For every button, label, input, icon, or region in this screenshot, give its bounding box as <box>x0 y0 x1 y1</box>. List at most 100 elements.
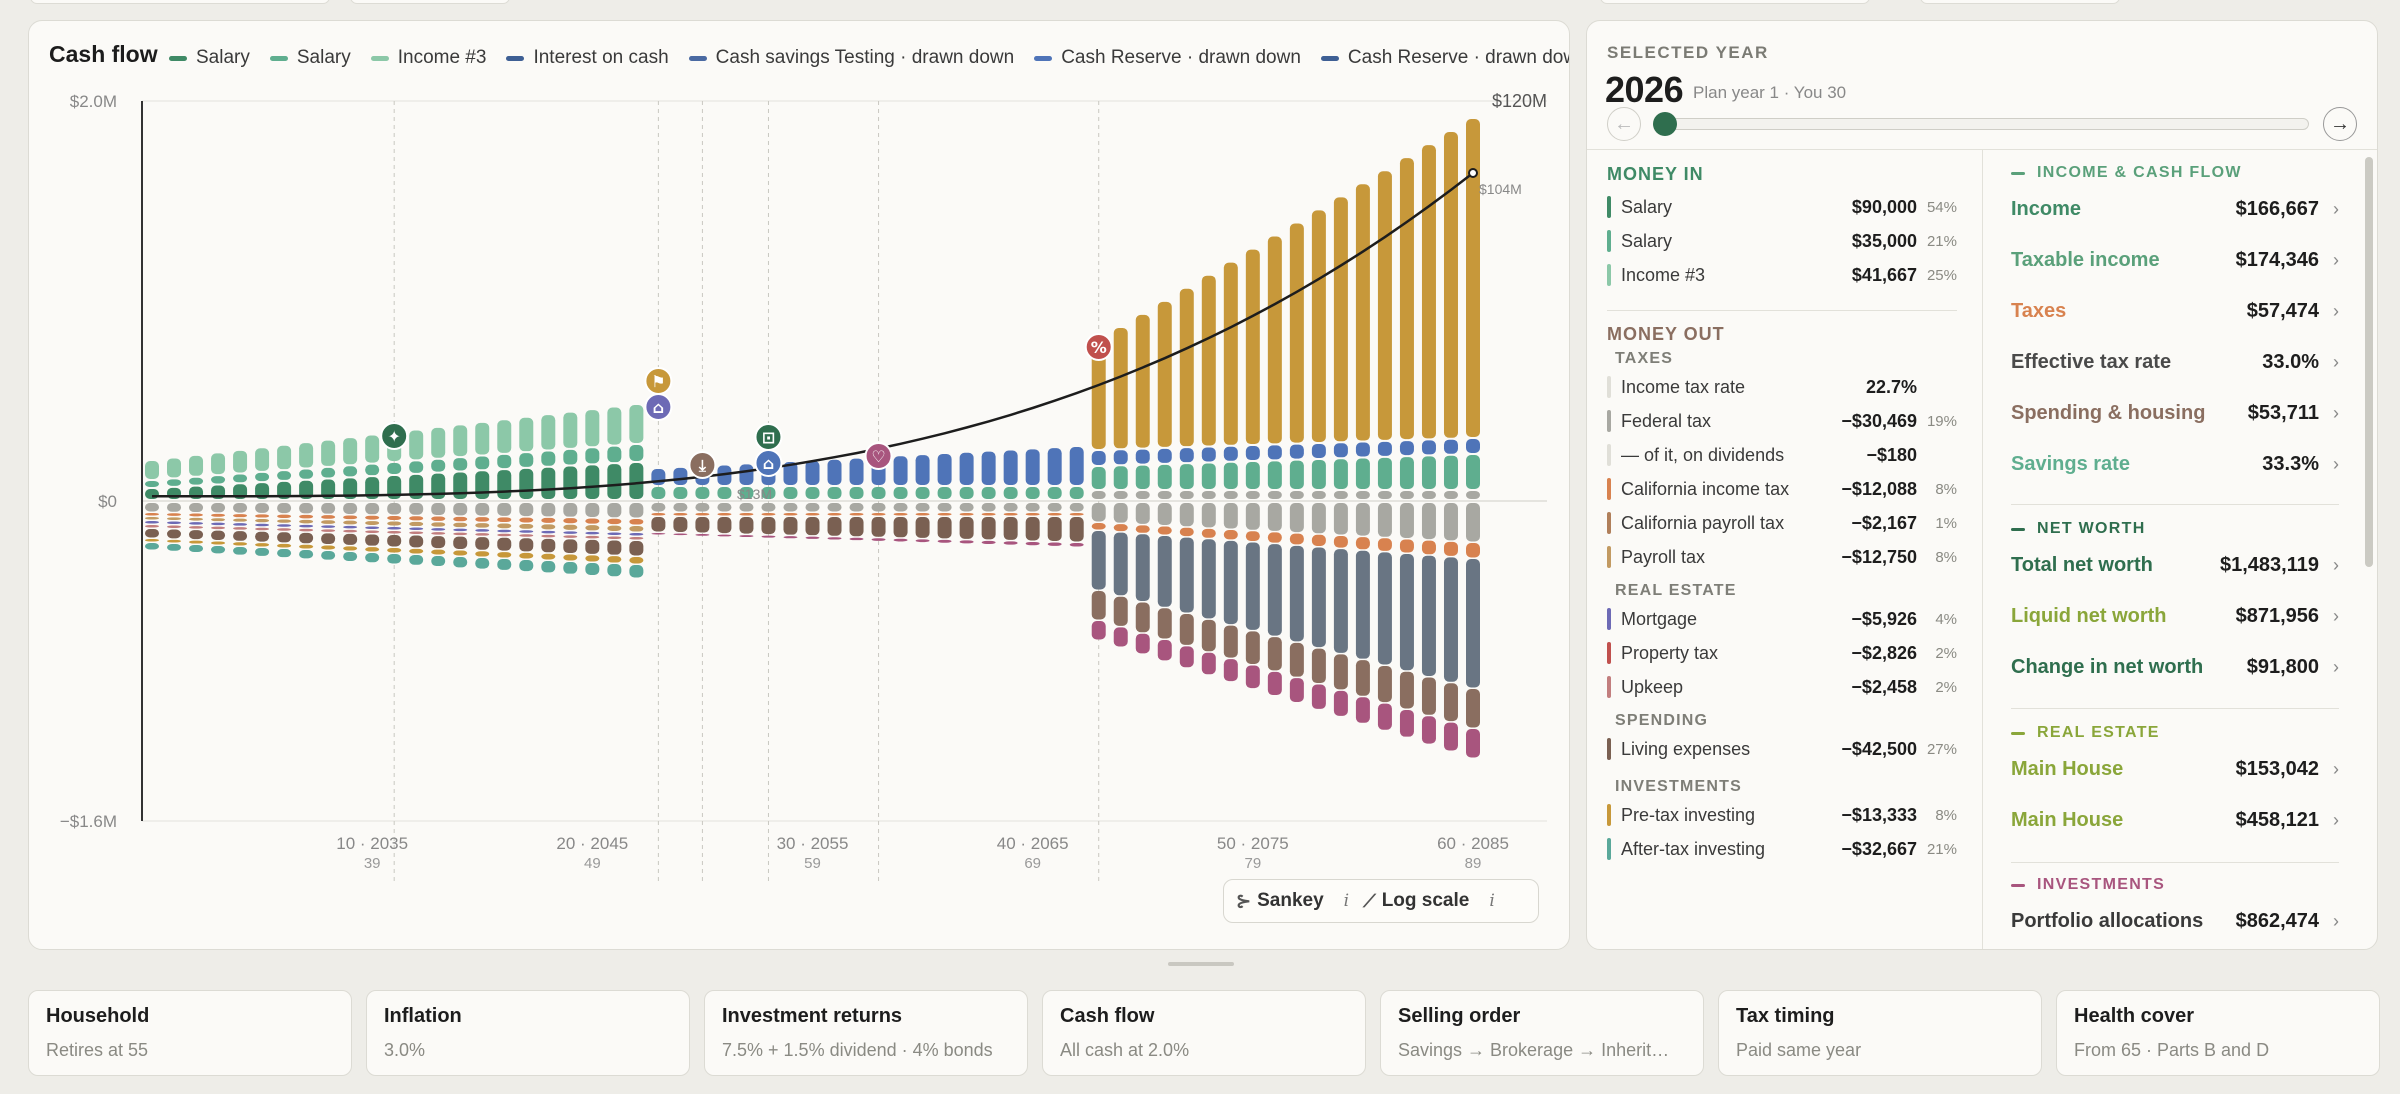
divider <box>2011 862 2339 863</box>
settings-card[interactable]: Selling order Savings → Brokerage → Inher… <box>1380 990 1704 1076</box>
bar-outflow <box>1201 503 1216 528</box>
log-scale-info-icon[interactable]: i <box>1489 891 1495 911</box>
bar-withdrawal <box>761 487 776 499</box>
summary-value: $174,346 <box>2235 248 2319 271</box>
legend-item[interactable]: Income #3 <box>370 47 486 69</box>
summary-row[interactable]: Portfolio allocations $862,474 › <box>2011 906 2339 936</box>
summary-row[interactable]: Spending & housing $53,711 › <box>2011 398 2339 428</box>
flow-row[interactable]: California payroll tax −$2,167 1% <box>1607 510 1957 536</box>
bar-income-3 <box>277 445 292 470</box>
legend-item[interactable]: Interest on cash <box>506 47 669 69</box>
cash-flow-chart[interactable]: $2.0M $0 −$1.6M $120M 10 · 2035 39 20 · 2045 49… <box>29 21 1570 950</box>
year-slider-thumb[interactable] <box>1653 112 1677 136</box>
bar-outflow <box>563 518 578 524</box>
log-scale-toggle[interactable]: ⟋ Log scale <box>1363 890 1469 912</box>
bar-outflow <box>387 535 402 547</box>
bar-outflow <box>1025 503 1040 512</box>
settings-card[interactable]: Tax timing Paid same year <box>1718 990 2042 1076</box>
bar-outflow <box>563 503 578 517</box>
bar-outflow <box>453 503 468 516</box>
legend-item[interactable]: Cash savings Testing · drawn down <box>688 47 1014 69</box>
flow-row[interactable]: Income #3 $41,667 25% <box>1607 262 1957 288</box>
section-heading: REAL ESTATE <box>1615 582 1737 599</box>
flow-row[interactable]: Federal tax −$30,469 19% <box>1607 408 1957 434</box>
bar-outflow <box>1003 513 1018 516</box>
bar-outflow <box>1179 537 1194 613</box>
settings-card[interactable]: Household Retires at 55 <box>28 990 352 1076</box>
house-icon[interactable]: ⌂ <box>754 449 783 477</box>
settings-card[interactable]: Cash flow All cash at 2.0% <box>1042 990 1366 1076</box>
flow-row[interactable]: Mortgage −$5,926 4% <box>1607 606 1957 632</box>
bar-outflow <box>629 537 644 540</box>
bar-outflow <box>629 519 644 525</box>
bar-gray <box>1245 491 1260 499</box>
legend-item[interactable]: Salary <box>269 47 351 69</box>
summary-row[interactable]: Total net worth $1,483,119 › <box>2011 550 2339 580</box>
bar-outflow <box>937 513 952 516</box>
percent-icon[interactable]: % <box>1084 333 1113 361</box>
prev-year-button[interactable]: ← <box>1607 107 1641 141</box>
bar-withdrawal <box>1421 456 1436 489</box>
summary-row[interactable]: Savings rate 33.3% › <box>2011 449 2339 479</box>
summary-row[interactable]: Income $166,667 › <box>2011 194 2339 224</box>
flow-row[interactable]: California income tax −$12,088 8% <box>1607 476 1957 502</box>
x-tick-label: 30 · 2055 <box>777 834 849 853</box>
sankey-info-icon[interactable]: i <box>1343 891 1350 911</box>
settings-card[interactable]: Inflation 3.0% <box>366 990 690 1076</box>
bar-salary <box>321 479 336 499</box>
summary-row[interactable]: Taxable income $174,346 › <box>2011 245 2339 275</box>
unlock-icon[interactable]: ⊡ <box>754 423 783 451</box>
flow-row[interactable]: Living expenses −$42,500 27% <box>1607 736 1957 762</box>
summary-row[interactable]: Liquid net worth $871,956 › <box>2011 601 2339 631</box>
selected-year: 2026 <box>1605 69 1684 110</box>
bar-outflow <box>321 545 336 550</box>
legend-item[interactable]: Salary <box>169 47 250 69</box>
flow-row[interactable]: Salary $35,000 21% <box>1607 228 1957 254</box>
flow-row[interactable]: Property tax −$2,826 2% <box>1607 640 1957 666</box>
bar-outflow <box>409 503 424 515</box>
flow-row[interactable]: After-tax investing −$32,667 21% <box>1607 836 1957 862</box>
summary-row[interactable]: Change in net worth $91,800 › <box>2011 652 2339 682</box>
download-icon[interactable]: ⤓ <box>688 451 717 479</box>
star-icon[interactable]: ✦ <box>380 422 409 450</box>
row-label: Payroll tax <box>1621 546 1706 567</box>
heart-icon[interactable]: ♡ <box>864 442 893 470</box>
sankey-toggle[interactable]: ⊱ Sankey <box>1236 890 1324 912</box>
summary-scrollbar[interactable] <box>2365 157 2373 567</box>
summary-row[interactable]: Effective tax rate 33.0% › <box>2011 347 2339 377</box>
flag-icon[interactable]: ⚑ <box>644 367 673 395</box>
bar-outflow <box>277 519 292 523</box>
flow-row[interactable]: Salary $90,000 54% <box>1607 194 1957 220</box>
resize-handle[interactable] <box>1168 962 1234 966</box>
flow-row[interactable]: Upkeep −$2,458 2% <box>1607 674 1957 700</box>
x-tick-age: 39 <box>364 855 381 872</box>
legend-item[interactable]: Cash Reserve · drawn down <box>1320 47 1569 69</box>
bar-outflow <box>255 514 270 518</box>
bar-outflow <box>145 525 159 528</box>
bar-outflow <box>1069 503 1084 512</box>
flow-row[interactable]: — of it, on dividends −$180 <box>1607 442 1957 468</box>
flow-row[interactable]: Payroll tax −$12,750 8% <box>1607 544 1957 570</box>
bar-cash-reserve <box>1113 450 1128 465</box>
settings-card[interactable]: Health cover From 65 · Parts B and D <box>2056 990 2380 1076</box>
row-label: Upkeep <box>1621 676 1684 697</box>
flow-row[interactable]: Pre-tax investing −$13,333 8% <box>1607 802 1957 828</box>
bar-outflow <box>585 555 600 562</box>
next-year-button[interactable]: → <box>2323 107 2357 141</box>
summary-row[interactable]: Main House $458,121 › <box>2011 805 2339 835</box>
chevron-right-icon: › <box>2333 402 2339 423</box>
house-icon[interactable]: ⌂ <box>644 393 673 421</box>
bar-outflow <box>277 503 292 514</box>
year-slider-track[interactable] <box>1663 118 2309 130</box>
legend-item[interactable]: Cash Reserve · drawn down <box>1034 47 1301 69</box>
bar-outflow <box>1245 665 1260 689</box>
flow-row[interactable]: Income tax rate 22.7% <box>1607 374 1957 400</box>
bar-income-3 <box>519 417 534 452</box>
settings-card[interactable]: Investment returns 7.5% + 1.5% dividend ·… <box>704 990 1028 1076</box>
summary-label: Liquid net worth <box>2011 604 2167 627</box>
bar-outflow <box>255 543 270 547</box>
bar-outflow <box>1355 550 1370 659</box>
heading-dash <box>2011 171 2025 175</box>
summary-row[interactable]: Main House $153,042 › <box>2011 754 2339 784</box>
summary-row[interactable]: Taxes $57,474 › <box>2011 296 2339 326</box>
